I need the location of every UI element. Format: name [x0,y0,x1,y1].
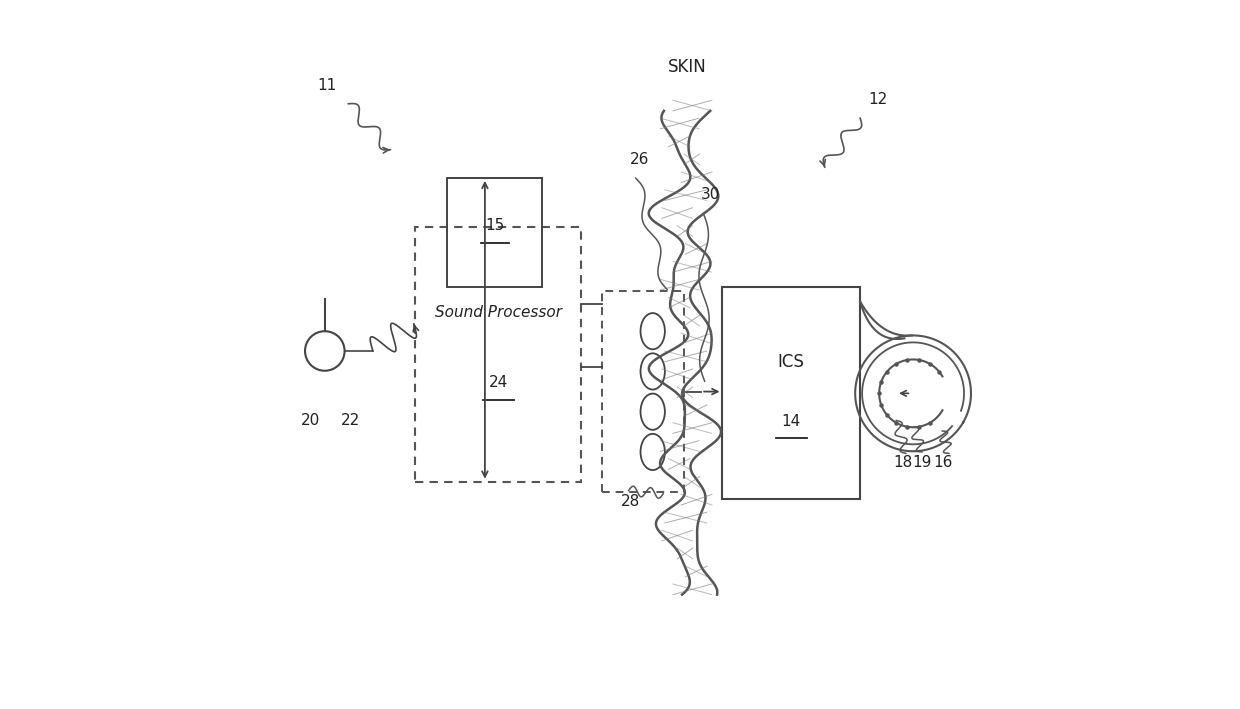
Text: 30: 30 [701,187,720,202]
Text: 20: 20 [301,413,320,428]
Text: 24: 24 [489,375,508,390]
Text: 12: 12 [868,91,888,107]
Bar [415,228,582,481]
Text: 14: 14 [781,414,801,429]
Bar [603,291,683,492]
Text: 15: 15 [485,218,505,233]
Text: 19: 19 [913,455,932,471]
Text: SKIN: SKIN [667,57,707,76]
Text: ICS: ICS [777,352,805,371]
Text: 11: 11 [317,78,336,93]
Text: 22: 22 [341,413,360,428]
Text: 28: 28 [621,494,640,509]
Bar [446,178,542,287]
Bar [723,287,861,499]
Text: Sound Processor: Sound Processor [435,305,562,320]
Text: 26: 26 [630,152,649,167]
Text: 18: 18 [893,455,913,471]
Text: 16: 16 [934,455,954,471]
